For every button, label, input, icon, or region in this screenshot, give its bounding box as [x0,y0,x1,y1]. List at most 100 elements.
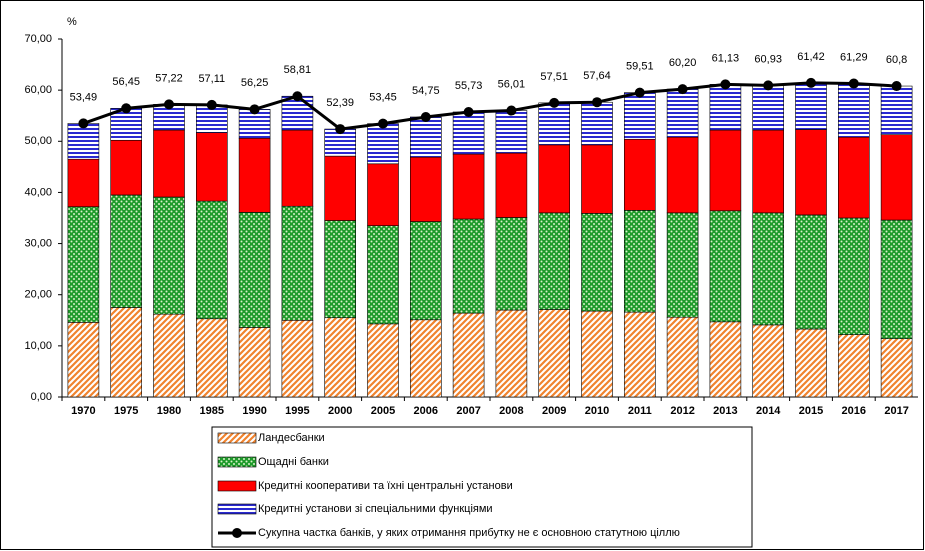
bar-segment [538,144,571,214]
bar-segment [153,196,185,315]
x-tick-label: 2011 [628,405,652,417]
line-marker [121,103,132,114]
value-label: 54,75 [412,85,440,97]
bar-segment [238,327,271,398]
line-marker [677,84,688,95]
bar-segment [709,210,742,323]
value-label: 56,01 [498,78,526,90]
bar-segment [666,212,699,318]
x-tick-label: 1995 [285,405,309,417]
legend [211,426,753,548]
x-tick-label: 2017 [884,405,908,417]
bar-segment [837,217,870,335]
bar-segment [367,323,399,398]
bar-segment [409,116,442,158]
y-tick-label: 40,00 [24,186,52,198]
bar-segment [409,319,442,398]
bar-segment [795,214,827,330]
bar-segment [709,129,742,212]
bar-segment [581,101,613,146]
bar-segment [709,321,742,398]
legend-swatch [232,528,242,538]
bar-segment [452,111,485,155]
y-tick-label: 50,00 [24,135,52,147]
legend-label: Ландесбанки [258,432,325,444]
bar-segment [238,212,271,328]
x-tick-label: 2000 [328,405,352,417]
bar-segment [880,134,913,221]
value-label: 57,64 [583,70,611,82]
bar-segment [324,155,357,221]
bar-segment [795,129,827,216]
y-tick-label: 0,00 [31,391,52,403]
bar-segment [752,85,785,131]
bar-segment [752,324,785,398]
line-marker [164,99,174,110]
x-tick-label: 2016 [842,405,866,417]
value-label: 58,81 [284,64,312,76]
bar-segment [581,144,613,214]
bar-segment [281,129,314,207]
line-marker [506,105,517,116]
value-label: 52,39 [326,97,354,109]
bar-segment [110,307,142,398]
bar-segment [837,334,870,398]
legend-label: Кредитні кооперативи та їхні центральні … [258,480,513,492]
value-label: 57,11 [198,73,225,85]
line-marker [249,104,260,115]
y-tick-label: 70,00 [24,33,52,45]
bar-segment [623,311,656,398]
bar-segment [196,318,228,398]
x-tick-label: 1990 [242,405,266,417]
value-label: 60,93 [754,53,782,65]
bar-segment [666,136,699,214]
value-label: 55,73 [455,80,483,92]
bar-segment [623,92,656,140]
line-marker [378,118,388,129]
total-line [82,81,897,131]
line-marker [763,80,774,91]
x-tick-label: 2005 [371,405,395,417]
bar-segment [538,309,571,398]
value-label: 60,8 [886,54,907,66]
x-tick-label: 2012 [670,405,694,417]
bar-segment [409,156,442,222]
bar-segment [67,158,100,208]
x-tick-label: 1980 [157,405,181,417]
value-label: 61,42 [797,51,825,63]
bar-segment [495,110,528,154]
x-tick-label: 2008 [499,405,523,417]
x-tick-label: 1975 [114,405,138,417]
bar-segment [110,194,142,308]
bar-segment [837,83,870,138]
x-tick-label: 2006 [414,405,438,417]
legend-label: Кредитні установи зі спеціальними функці… [258,503,493,515]
bar-segment [452,312,485,398]
line-marker [848,78,859,89]
value-label: 57,51 [540,71,568,83]
legend-swatch [217,456,257,468]
line-marker [549,97,560,108]
bar-segment [666,316,699,398]
bar-segment [324,317,357,398]
value-label: 53,45 [369,92,397,104]
bar-segment [795,82,827,130]
bar-segment [581,213,613,312]
x-tick-label: 1985 [200,405,224,417]
x-tick-label: 2009 [542,405,566,417]
line-marker [720,79,731,90]
legend-label: Ощадні банки [258,456,329,468]
bar-segment [880,338,913,398]
line-marker [806,77,816,88]
bar-segment [67,123,100,160]
value-label: 56,45 [112,76,140,88]
value-label: 56,25 [241,77,269,89]
bar-segment [709,84,742,131]
bar-segment [324,220,357,319]
bar-segment [367,123,399,165]
bar-segment [281,205,314,321]
bar-segment [110,107,142,141]
bar-segment [538,102,571,146]
bar-segment [452,218,485,314]
bar-segment [110,139,142,196]
